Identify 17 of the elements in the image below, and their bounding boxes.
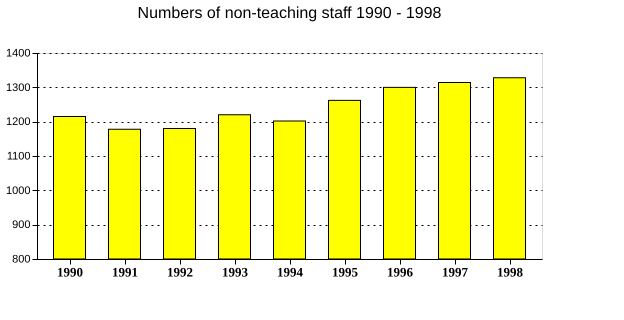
y-tick-label: 900 [12,219,30,232]
x-tick-label: 1995 [332,264,358,280]
x-tick-label: 1990 [57,264,83,280]
x-tick-label: 1992 [167,264,193,280]
x-tick-label: 1993 [222,264,248,280]
y-tick-label: 1200 [6,116,30,128]
y-tick-label: 1000 [6,184,30,197]
chart-title: Numbers of non-teaching staff 1990 - 1998 [138,5,442,22]
x-tick-label: 1994 [277,264,304,280]
x-tick-label: 1997 [442,264,468,280]
x-tick-label: 1991 [112,264,138,280]
y-tick-label: 800 [12,254,30,266]
x-tick-label: 1998 [497,264,524,280]
y-tick-label: 1400 [6,48,30,60]
x-tick-label: 1996 [387,264,414,280]
y-tick-label: 1300 [6,82,30,94]
y-tick-label: 1100 [6,150,30,162]
